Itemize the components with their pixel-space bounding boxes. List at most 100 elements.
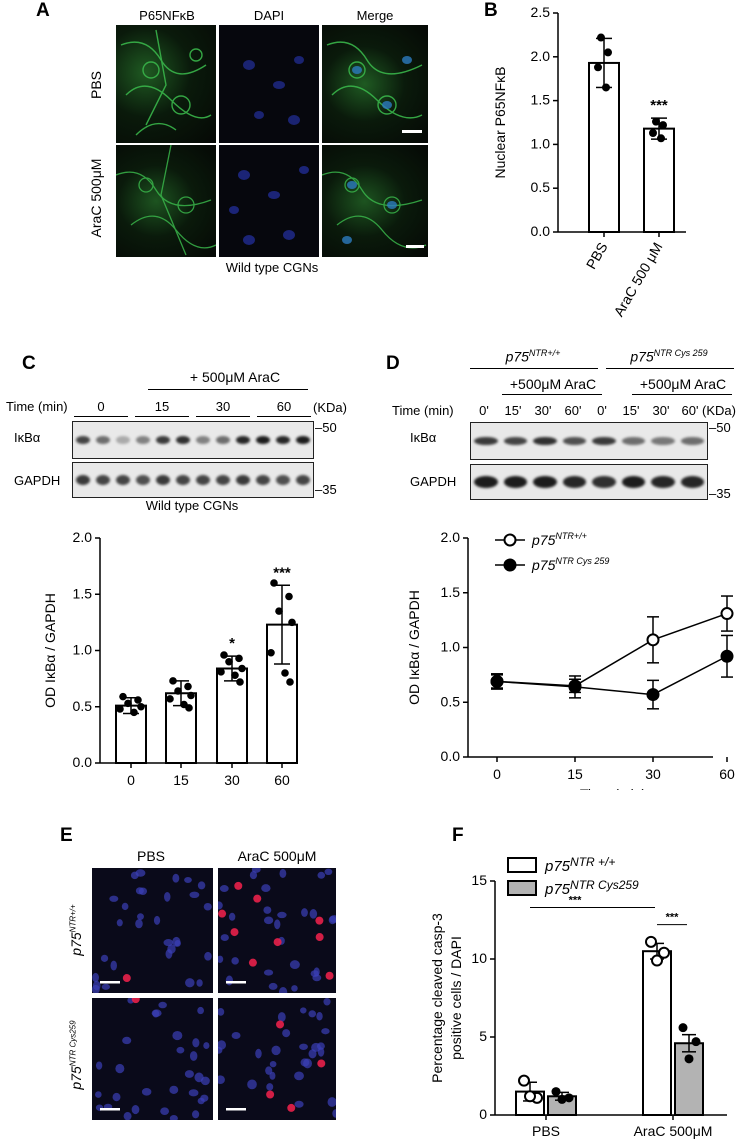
nucleus: [269, 1061, 277, 1068]
blot-band: [562, 476, 586, 488]
data-point: [236, 678, 244, 686]
blot-band: [621, 476, 645, 488]
nucleus: [312, 974, 322, 982]
y-tick-label: 0.5: [73, 698, 93, 714]
scale-bar: [100, 981, 120, 984]
data-point: [646, 688, 660, 702]
blot-band: [116, 475, 130, 485]
significance-label: ***: [273, 564, 291, 581]
x-tick-label: 60: [719, 766, 735, 782]
nucleus: [130, 871, 139, 880]
nucleus: [121, 902, 129, 911]
legend-swatch: [507, 880, 537, 896]
data-point: [124, 699, 132, 708]
panel-d-blot-gapdh: [470, 464, 708, 500]
nucleus: [327, 1097, 336, 1107]
panel-a-header-merge: Merge: [356, 8, 394, 23]
panel-d-group-line-wt: [470, 368, 598, 369]
blot-band: [533, 476, 557, 488]
nucleus: [176, 1046, 185, 1054]
nucleus: [192, 1038, 200, 1048]
panel-d-time-tick: 0': [597, 403, 607, 418]
nucleus: [289, 960, 300, 970]
panel-c-time-15: 15: [154, 399, 170, 414]
nucleus: [137, 913, 144, 921]
panel-d-group-cys: p75NTR Cys 259: [630, 348, 708, 365]
cleaved-casp3-cell: [287, 1103, 296, 1112]
panel-label-c: C: [22, 353, 36, 374]
nucleus: [122, 1036, 132, 1045]
chart-d: 0.0 0.5 1.0 1.5 2.0 OD IκBα / GAPDH 0 15 30 60 Tim…: [406, 529, 735, 790]
panel-c-time-30: 30: [215, 399, 231, 414]
cleaved-casp3-cell: [230, 928, 239, 937]
panel-label-b: B: [484, 0, 498, 21]
y-tick-label: 2.5: [531, 4, 551, 20]
y-tick-label: 1.0: [441, 639, 461, 655]
nucleus: [172, 936, 181, 947]
nucleus: [200, 1076, 210, 1086]
nucleus: [138, 887, 148, 895]
nucleus: [158, 1001, 167, 1009]
y-tick-label: 5: [479, 1028, 487, 1044]
data-point: [134, 696, 142, 704]
panel-d-blot-ikba: [470, 422, 708, 460]
panel-e-header-arac: AraC 500μM: [237, 848, 317, 864]
nucleus: [271, 1045, 281, 1056]
nucleus: [218, 1075, 225, 1085]
data-point: [646, 633, 660, 647]
nucleus: [263, 969, 274, 976]
nucleus: [277, 911, 287, 919]
blot-band: [156, 436, 170, 444]
nucleus: [188, 1089, 199, 1097]
panel-a-row-label-pbs: PBS: [88, 70, 104, 100]
cleaved-casp3-cell: [325, 971, 334, 980]
panel-a-header-p65: P65NFκB: [139, 8, 195, 23]
y-tick-label: 0: [479, 1106, 487, 1122]
nucleus: [218, 1007, 225, 1016]
data-point: [231, 671, 239, 680]
nucleus: [321, 1028, 330, 1035]
data-point: [288, 618, 296, 627]
nucleus: [291, 985, 298, 992]
x-tick-label: PBS: [532, 1123, 560, 1139]
panel-c-time-60: 60: [276, 399, 292, 414]
data-point: [602, 83, 610, 92]
cleaved-casp3-cell: [253, 894, 262, 903]
data-point: [235, 654, 243, 663]
nucleus: [308, 1049, 317, 1059]
blot-band: [651, 476, 675, 488]
blot-band: [136, 475, 150, 485]
blot-band: [533, 437, 557, 445]
data-point: [119, 692, 127, 701]
nucleus: [184, 1070, 194, 1078]
panel-d-time-tick: 60': [564, 403, 582, 418]
panel-d-time-tick: 30': [534, 403, 552, 418]
panel-label-d: D: [386, 353, 400, 374]
data-point: [281, 669, 289, 677]
data-point: [557, 1094, 567, 1104]
panel-d-treatment-line-cys: [632, 394, 732, 395]
data-point: [597, 33, 605, 42]
blot-band: [136, 436, 150, 444]
data-point: [657, 134, 665, 143]
blot-band: [196, 475, 210, 485]
data-point: [649, 129, 657, 138]
nucleus: [197, 1097, 205, 1105]
nucleus: [294, 1100, 304, 1108]
nucleus: [189, 891, 200, 899]
nucleus: [219, 885, 229, 893]
data-point: [286, 678, 294, 686]
panel-c-time-label: Time (min): [6, 399, 68, 414]
nucleus: [329, 915, 336, 923]
cleaved-casp3-cell: [276, 1020, 285, 1029]
micrograph-nuclei: [92, 869, 212, 993]
cleaved-casp3-cell: [315, 933, 324, 942]
nucleus: [100, 954, 109, 962]
y-tick-label: 15: [471, 872, 487, 888]
data-point: [184, 682, 192, 691]
nucleus: [332, 1109, 336, 1118]
nucleus: [218, 955, 224, 963]
x-tick-label: 30: [645, 766, 661, 782]
legend-label: p75NTR Cys 259: [531, 556, 609, 573]
panel-d-time-label: Time (min): [392, 403, 454, 418]
